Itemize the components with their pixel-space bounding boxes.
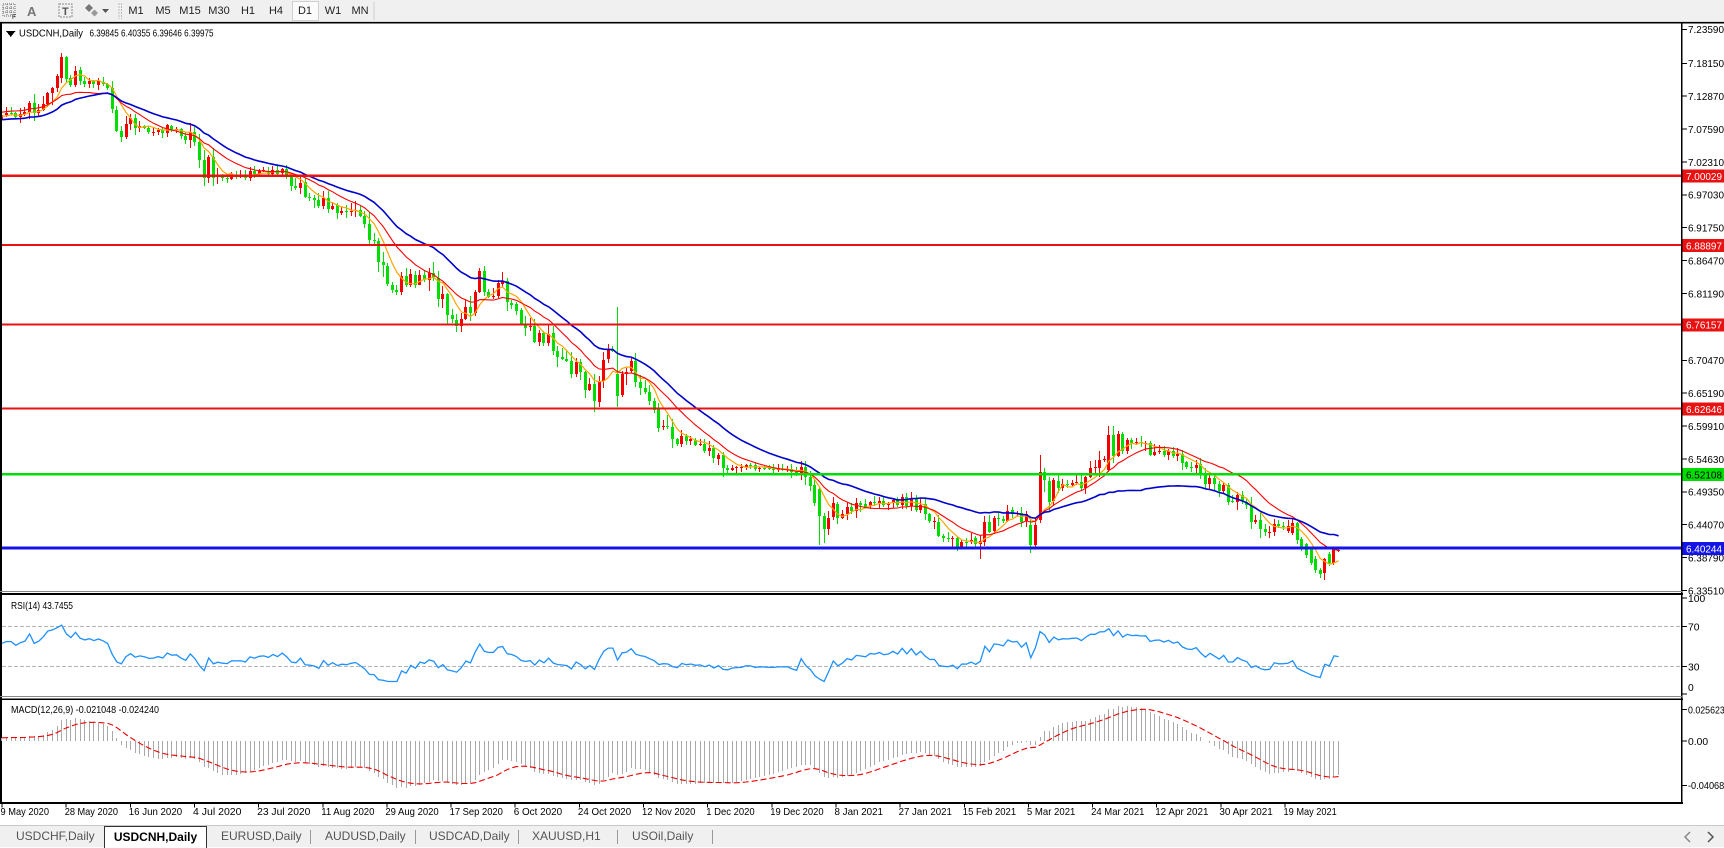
svg-text:6.88897: 6.88897 (1686, 241, 1722, 252)
svg-text:1 Dec 2020: 1 Dec 2020 (706, 806, 755, 818)
svg-text:7.18150: 7.18150 (1688, 59, 1724, 70)
svg-text:6.39845 6.40355 6.39646 6.3997: 6.39845 6.40355 6.39646 6.39975 (90, 28, 214, 40)
svg-text:30: 30 (1688, 663, 1700, 674)
svg-text:-0.040687: -0.040687 (1688, 781, 1724, 792)
svg-text:24 Mar 2021: 24 Mar 2021 (1091, 806, 1144, 818)
svg-text:19 May 2021: 19 May 2021 (1284, 806, 1337, 818)
svg-text:6.81190: 6.81190 (1688, 289, 1724, 300)
svg-text:17 Sep 2020: 17 Sep 2020 (450, 806, 503, 818)
svg-text:A: A (27, 4, 37, 19)
svg-text:0: 0 (1688, 683, 1694, 694)
svg-text:8 Jan 2021: 8 Jan 2021 (835, 806, 884, 818)
svg-text:7.23590: 7.23590 (1688, 25, 1724, 36)
svg-text:7.07590: 7.07590 (1688, 125, 1724, 136)
svg-text:F: F (12, 14, 16, 21)
svg-text:11 Aug 2020: 11 Aug 2020 (321, 806, 374, 818)
svg-text:5 Mar 2021: 5 Mar 2021 (1027, 806, 1076, 818)
svg-text:6.97030: 6.97030 (1688, 191, 1724, 202)
svg-text:27 Jan 2021: 27 Jan 2021 (899, 806, 952, 818)
svg-text:24 Oct 2020: 24 Oct 2020 (578, 806, 631, 818)
svg-text:USDCNH,Daily: USDCNH,Daily (19, 28, 84, 40)
svg-text:6.65190: 6.65190 (1688, 389, 1724, 400)
svg-text:0.00: 0.00 (1688, 737, 1708, 748)
svg-text:6.44070: 6.44070 (1688, 521, 1724, 532)
svg-text:6.86470: 6.86470 (1688, 256, 1724, 267)
svg-text:100: 100 (1688, 594, 1705, 605)
svg-text:T: T (62, 6, 69, 18)
svg-text:30 Apr 2021: 30 Apr 2021 (1219, 806, 1272, 818)
svg-text:7.12870: 7.12870 (1688, 92, 1724, 103)
svg-text:12 Apr 2021: 12 Apr 2021 (1155, 806, 1208, 818)
svg-text:6.59910: 6.59910 (1688, 422, 1724, 433)
svg-text:4 Jul 2020: 4 Jul 2020 (193, 806, 242, 818)
svg-text:9 May 2020: 9 May 2020 (1, 806, 50, 818)
svg-text:6.52108: 6.52108 (1686, 471, 1722, 482)
svg-text:6.62646: 6.62646 (1686, 405, 1722, 416)
svg-text:7.02310: 7.02310 (1688, 158, 1724, 169)
svg-text:15 Feb 2021: 15 Feb 2021 (963, 806, 1016, 818)
svg-text:6.40244: 6.40244 (1686, 544, 1722, 555)
svg-text:6.70470: 6.70470 (1688, 356, 1724, 367)
svg-text:6.54630: 6.54630 (1688, 455, 1724, 466)
svg-text:0.025623: 0.025623 (1688, 705, 1724, 716)
svg-text:6.91750: 6.91750 (1688, 224, 1724, 235)
svg-text:19 Dec 2020: 19 Dec 2020 (770, 806, 823, 818)
svg-text:12 Nov 2020: 12 Nov 2020 (642, 806, 695, 818)
svg-text:29 Aug 2020: 29 Aug 2020 (385, 806, 438, 818)
svg-text:MACD(12,26,9) -0.021048 -0.024: MACD(12,26,9) -0.021048 -0.024240 (11, 704, 159, 716)
svg-text:RSI(14) 43.7455: RSI(14) 43.7455 (11, 600, 73, 612)
svg-text:28 May 2020: 28 May 2020 (65, 806, 118, 818)
svg-text:6.76157: 6.76157 (1686, 321, 1722, 332)
svg-text:23 Jul 2020: 23 Jul 2020 (257, 806, 310, 818)
svg-text:16 Jun 2020: 16 Jun 2020 (129, 806, 182, 818)
svg-text:7.00029: 7.00029 (1686, 172, 1722, 183)
svg-text:6 Oct 2020: 6 Oct 2020 (514, 806, 563, 818)
svg-text:70: 70 (1688, 623, 1700, 634)
svg-text:6.49350: 6.49350 (1688, 488, 1724, 499)
